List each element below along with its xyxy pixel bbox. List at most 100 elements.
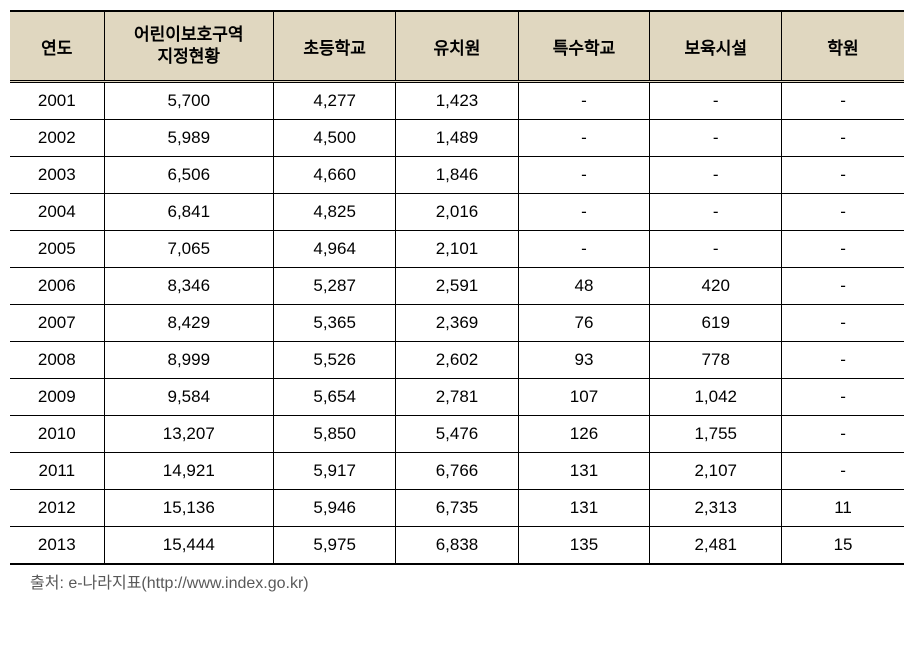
header-academy: 학원 bbox=[782, 11, 904, 82]
table-cell: 126 bbox=[518, 416, 650, 453]
table-cell: 4,964 bbox=[273, 231, 395, 268]
table-cell: - bbox=[518, 120, 650, 157]
table-cell: 7,065 bbox=[104, 231, 273, 268]
table-cell: 2004 bbox=[10, 194, 104, 231]
table-cell: - bbox=[782, 305, 904, 342]
table-cell: 93 bbox=[518, 342, 650, 379]
table-cell: 15 bbox=[782, 527, 904, 565]
table-cell: 8,429 bbox=[104, 305, 273, 342]
table-cell: 1,423 bbox=[396, 82, 518, 120]
table-cell: 14,921 bbox=[104, 453, 273, 490]
table-cell: 2008 bbox=[10, 342, 104, 379]
table-cell: 2003 bbox=[10, 157, 104, 194]
table-row: 20078,4295,3652,36976619- bbox=[10, 305, 904, 342]
table-cell: - bbox=[782, 453, 904, 490]
header-nursery: 보육시설 bbox=[650, 11, 782, 82]
table-cell: 2009 bbox=[10, 379, 104, 416]
table-cell: - bbox=[782, 194, 904, 231]
table-cell: - bbox=[782, 379, 904, 416]
table-cell: 2001 bbox=[10, 82, 104, 120]
table-row: 201114,9215,9176,7661312,107- bbox=[10, 453, 904, 490]
table-cell: 15,136 bbox=[104, 490, 273, 527]
table-cell: 2007 bbox=[10, 305, 104, 342]
table-cell: 2,602 bbox=[396, 342, 518, 379]
table-cell: 48 bbox=[518, 268, 650, 305]
table-cell: 13,207 bbox=[104, 416, 273, 453]
table-row: 201215,1365,9466,7351312,31311 bbox=[10, 490, 904, 527]
table-cell: 5,526 bbox=[273, 342, 395, 379]
table-header: 연도 어린이보호구역 지정현황 초등학교 유치원 특수학교 보육시설 학원 bbox=[10, 11, 904, 82]
table-cell: - bbox=[782, 231, 904, 268]
table-row: 201315,4445,9756,8381352,48115 bbox=[10, 527, 904, 565]
header-row: 연도 어린이보호구역 지정현황 초등학교 유치원 특수학교 보육시설 학원 bbox=[10, 11, 904, 82]
table-cell: 107 bbox=[518, 379, 650, 416]
table-row: 20057,0654,9642,101--- bbox=[10, 231, 904, 268]
table-cell: 619 bbox=[650, 305, 782, 342]
table-cell: - bbox=[650, 194, 782, 231]
table-cell: 76 bbox=[518, 305, 650, 342]
table-cell: - bbox=[650, 82, 782, 120]
table-cell: - bbox=[650, 231, 782, 268]
table-cell: - bbox=[518, 231, 650, 268]
table-row: 20015,7004,2771,423--- bbox=[10, 82, 904, 120]
table-cell: - bbox=[518, 157, 650, 194]
table-cell: 5,989 bbox=[104, 120, 273, 157]
table-cell: 6,735 bbox=[396, 490, 518, 527]
table-cell: 2,107 bbox=[650, 453, 782, 490]
table-cell: - bbox=[782, 342, 904, 379]
table-cell: 5,850 bbox=[273, 416, 395, 453]
table-cell: 9,584 bbox=[104, 379, 273, 416]
table-cell: 2,101 bbox=[396, 231, 518, 268]
table-cell: 5,700 bbox=[104, 82, 273, 120]
table-cell: - bbox=[782, 82, 904, 120]
table-cell: 4,277 bbox=[273, 82, 395, 120]
table-cell: 1,042 bbox=[650, 379, 782, 416]
table-cell: 2011 bbox=[10, 453, 104, 490]
table-cell: 4,660 bbox=[273, 157, 395, 194]
table-cell: 778 bbox=[650, 342, 782, 379]
table-cell: 6,766 bbox=[396, 453, 518, 490]
table-row: 20025,9894,5001,489--- bbox=[10, 120, 904, 157]
table-row: 20036,5064,6601,846--- bbox=[10, 157, 904, 194]
table-cell: 4,825 bbox=[273, 194, 395, 231]
table-cell: - bbox=[518, 194, 650, 231]
header-total-label: 어린이보호구역 지정현황 bbox=[134, 25, 243, 66]
table-row: 201013,2075,8505,4761261,755- bbox=[10, 416, 904, 453]
table-row: 20099,5845,6542,7811071,042- bbox=[10, 379, 904, 416]
table-cell: 131 bbox=[518, 453, 650, 490]
table-cell: 135 bbox=[518, 527, 650, 565]
table-cell: - bbox=[650, 120, 782, 157]
table-row: 20068,3465,2872,59148420- bbox=[10, 268, 904, 305]
table-cell: 15,444 bbox=[104, 527, 273, 565]
table-cell: 2012 bbox=[10, 490, 104, 527]
table-cell: - bbox=[782, 157, 904, 194]
header-elementary: 초등학교 bbox=[273, 11, 395, 82]
table-cell: 2,016 bbox=[396, 194, 518, 231]
table-cell: 420 bbox=[650, 268, 782, 305]
table-cell: 2006 bbox=[10, 268, 104, 305]
table-row: 20046,8414,8252,016--- bbox=[10, 194, 904, 231]
table-row: 20088,9995,5262,60293778- bbox=[10, 342, 904, 379]
table-cell: 2005 bbox=[10, 231, 104, 268]
table-cell: 131 bbox=[518, 490, 650, 527]
table-cell: 2,591 bbox=[396, 268, 518, 305]
data-table: 연도 어린이보호구역 지정현황 초등학교 유치원 특수학교 보육시설 학원 20… bbox=[10, 10, 904, 565]
table-cell: 2,481 bbox=[650, 527, 782, 565]
table-body: 20015,7004,2771,423---20025,9894,5001,48… bbox=[10, 82, 904, 565]
table-cell: 2010 bbox=[10, 416, 104, 453]
table-cell: 1,846 bbox=[396, 157, 518, 194]
table-cell: - bbox=[650, 157, 782, 194]
table-cell: 5,917 bbox=[273, 453, 395, 490]
table-cell: 2,781 bbox=[396, 379, 518, 416]
header-kindergarten: 유치원 bbox=[396, 11, 518, 82]
table-cell: - bbox=[518, 82, 650, 120]
source-text: 출처: e-나라지표(http://www.index.go.kr) bbox=[10, 569, 904, 593]
table-cell: - bbox=[782, 120, 904, 157]
table-container: 연도 어린이보호구역 지정현황 초등학교 유치원 특수학교 보육시설 학원 20… bbox=[10, 10, 904, 593]
table-cell: 2,369 bbox=[396, 305, 518, 342]
table-cell: 2002 bbox=[10, 120, 104, 157]
header-year: 연도 bbox=[10, 11, 104, 82]
table-cell: 5,365 bbox=[273, 305, 395, 342]
table-cell: 11 bbox=[782, 490, 904, 527]
table-cell: 5,946 bbox=[273, 490, 395, 527]
